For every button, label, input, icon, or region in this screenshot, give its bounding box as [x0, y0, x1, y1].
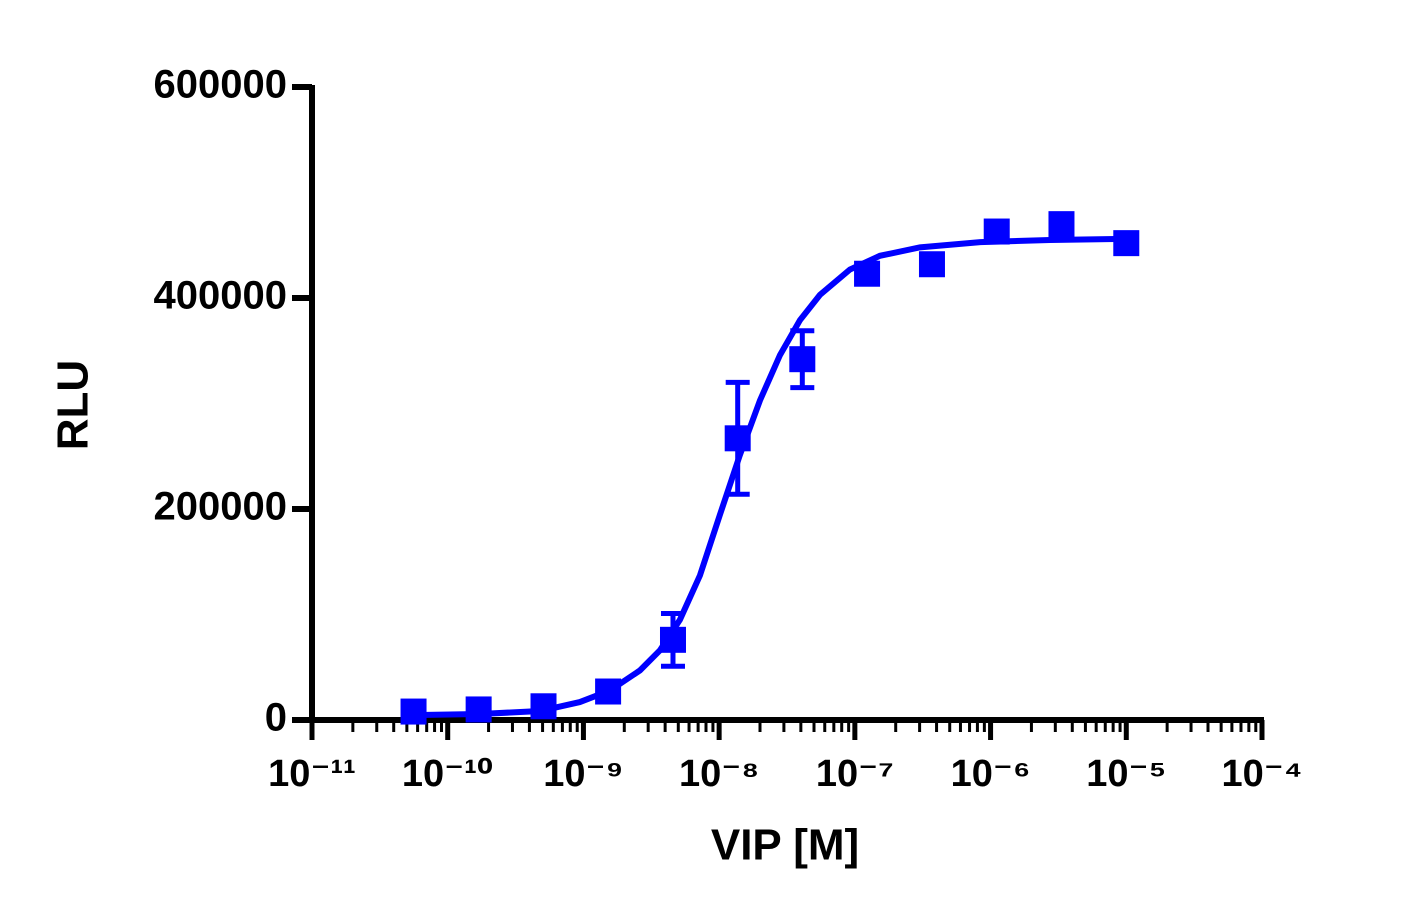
y-tick-label: 0: [265, 696, 287, 740]
x-tick-label: 10⁻⁵: [1086, 753, 1166, 795]
data-point: [1048, 211, 1075, 238]
data-point: [1113, 230, 1140, 257]
x-tick-label: 10⁻⁴: [1221, 753, 1302, 795]
data-point: [983, 218, 1010, 245]
x-tick-label: 10⁻⁸: [679, 753, 759, 795]
y-tick-label: 600000: [154, 63, 287, 107]
data-point: [854, 260, 881, 287]
x-tick-label: 10⁻⁹: [543, 753, 623, 795]
data-point: [659, 626, 686, 653]
data-point: [400, 698, 427, 725]
data-point: [918, 251, 945, 278]
data-point: [465, 696, 492, 723]
x-axis-title: VIP [M]: [711, 821, 859, 870]
data-point: [789, 346, 816, 373]
y-tick-label: 200000: [154, 485, 287, 529]
data-point: [595, 678, 622, 705]
fit-curve: [419, 235, 1124, 719]
data-point: [724, 425, 751, 452]
x-tick-label: 10⁻¹¹: [268, 753, 356, 795]
x-tick-label: 10⁻⁶: [951, 753, 1031, 795]
x-tick-label: 10⁻¹⁰: [402, 753, 494, 795]
x-tick-label: 10⁻⁷: [816, 753, 894, 795]
data-point: [530, 693, 557, 720]
y-axis-title: RLU: [49, 360, 98, 450]
y-tick-label: 400000: [154, 274, 287, 318]
